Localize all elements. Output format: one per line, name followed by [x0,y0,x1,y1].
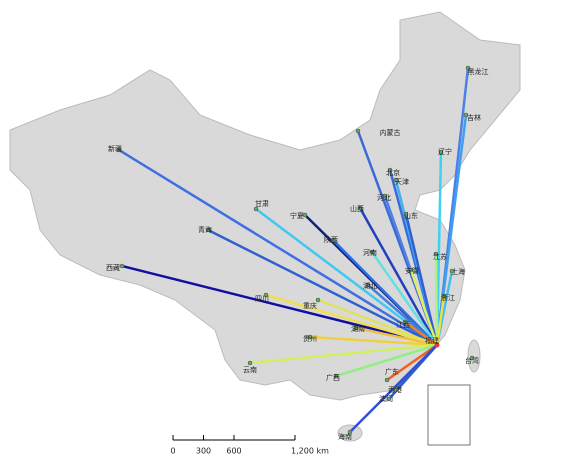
province-dot [365,282,371,288]
flow-line [386,343,438,382]
province-label: 四川 [255,295,269,303]
province-label: 安徽 [405,266,419,275]
province-label: 甘肃 [255,199,269,208]
province-dot [393,177,399,183]
province-label: 黑龙江 [468,67,489,76]
province-dot [263,292,269,298]
province-dot [449,268,455,274]
flow-line [207,228,438,347]
province-dot [330,237,336,243]
flow-line [355,326,438,347]
origin-label: 福建 [425,336,439,345]
province-label: 河南 [363,248,377,257]
flow-line [409,269,439,346]
province-label: 重庆 [303,301,317,310]
scale-label: 300 [196,447,211,456]
flow-line [335,343,438,378]
province-dot [393,387,399,393]
province-label: 海南 [338,432,352,441]
province-label: 广东 [385,367,399,376]
province-dot [387,167,393,173]
province-dot [247,360,253,366]
province-dot [347,429,353,435]
province-dot [408,267,414,273]
province-dot [119,263,125,269]
province-label: 山东 [404,211,418,220]
province-label: 湖南 [351,324,365,333]
province-label: 内蒙古 [380,128,401,137]
province-dot [302,212,308,218]
flow-line [265,293,438,347]
province-dot [357,205,363,211]
flow-line [404,320,438,347]
taiwan-island [467,339,481,373]
flow-line [309,335,438,347]
province-label: 江苏 [433,252,447,261]
province-dot [353,325,359,331]
province-dot [253,206,259,212]
flow-line [358,207,439,346]
flow-line [121,264,438,347]
province-dot [441,293,447,299]
south-sea-inset [427,384,471,446]
province-label: 贵州 [303,334,317,343]
flow-line [332,239,438,346]
province-dot [463,112,469,118]
flow-line [249,343,438,365]
scale-label: 600 [226,447,241,456]
scale-label: 0 [170,447,175,456]
province-dot [315,297,321,303]
province-label: 云南 [243,365,257,374]
province-label: 青海 [198,225,212,234]
origin-dot [434,342,440,348]
province-label: 北京 [386,168,400,177]
province-label: 辽宁 [438,147,452,156]
province-dot [386,396,392,402]
province-label: 湖北 [363,281,377,290]
province-dot [355,128,361,134]
province-dot [402,319,408,325]
province-label: 陕西 [324,235,338,244]
province-dot [433,251,439,257]
province-dot [403,211,409,217]
flow-line [367,284,438,346]
province-dot [205,227,211,233]
province-label: 宁夏 [290,211,304,220]
province-dot [116,147,122,153]
flow-line [118,148,438,347]
province-label: 香港 [388,385,402,394]
flow-line [404,213,439,346]
province-label: 广西 [326,373,340,382]
flow-line [370,251,439,346]
province-label: 山西 [350,204,364,213]
province-label: 天津 [395,178,409,186]
china-outline [9,11,521,401]
province-dot [333,373,339,379]
scale-label: 1,200 km [291,447,329,456]
province-label: 浙江 [441,293,455,302]
province-label: 新疆 [108,144,122,153]
province-label: 上海 [451,267,465,276]
province-dot [382,193,388,199]
flow-line [434,253,439,346]
flow-line [317,298,438,347]
flow-line [435,295,446,346]
province-label: 江西 [396,321,410,329]
province-label: 河北 [377,194,391,202]
province-label: 吉林 [467,113,481,122]
province-dot [384,377,390,383]
province-label: 台湾 [465,356,479,365]
flow-line [349,344,438,433]
province-dot [465,65,471,71]
province-dot [469,355,475,361]
province-dot [438,149,444,155]
province-dot [307,334,313,340]
province-label: 澳门 [379,394,393,403]
province-dot [369,249,375,255]
province-label: 西藏 [106,263,120,272]
